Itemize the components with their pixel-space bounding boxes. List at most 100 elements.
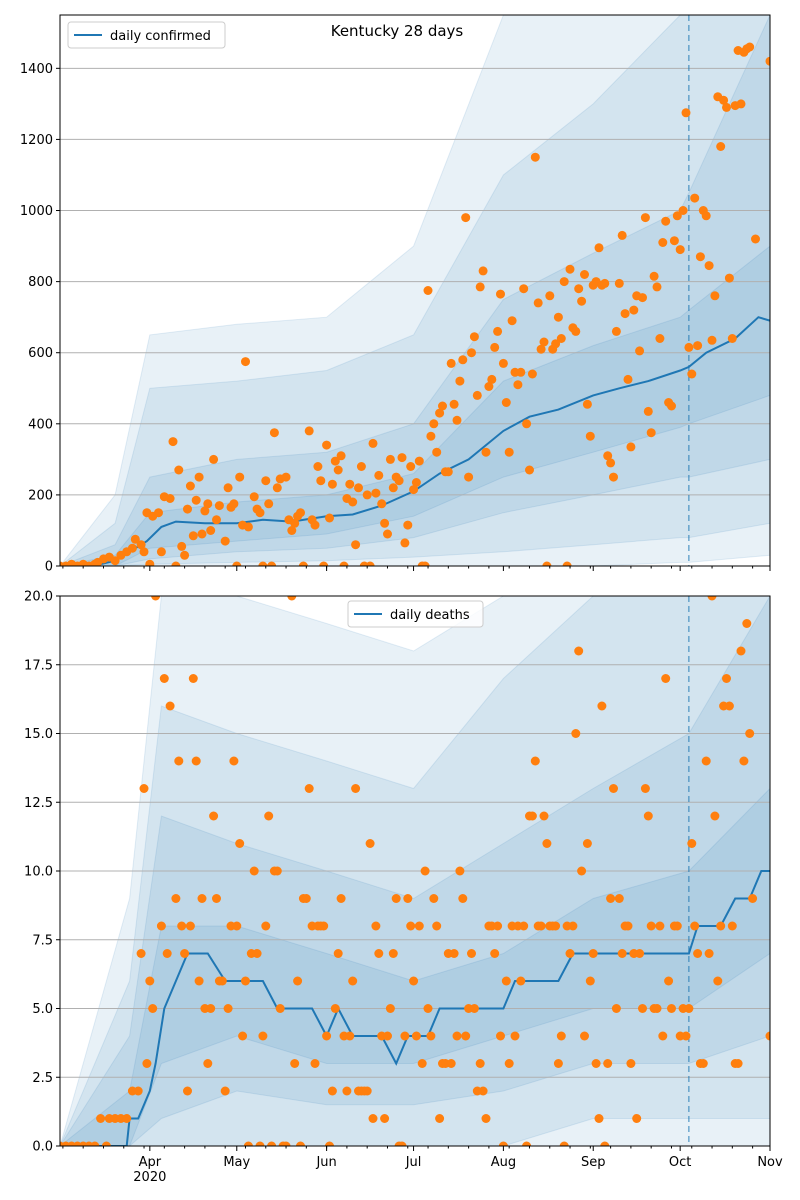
data-point — [327, 479, 337, 489]
data-point — [409, 485, 419, 495]
data-point — [209, 811, 219, 821]
data-point — [287, 596, 297, 601]
data-point — [194, 472, 204, 482]
data-point — [684, 1004, 694, 1013]
data-point — [736, 99, 746, 109]
data-point — [501, 398, 511, 407]
data-point — [411, 478, 421, 487]
data-point — [264, 811, 274, 821]
data-point — [336, 451, 346, 461]
data-point — [374, 949, 384, 958]
data-point — [551, 339, 561, 349]
data-point — [443, 467, 453, 477]
x-tick-label: Apr — [139, 1155, 162, 1170]
data-point — [409, 976, 419, 986]
data-point — [339, 561, 349, 566]
data-point — [565, 264, 575, 274]
data-point — [255, 1141, 265, 1146]
data-point — [487, 374, 497, 384]
data-point — [562, 561, 572, 566]
data-point — [368, 1114, 378, 1123]
y-tick-label: 400 — [28, 417, 53, 432]
data-point — [272, 483, 282, 493]
data-point — [394, 476, 404, 486]
data-point — [281, 472, 291, 482]
data-point — [397, 453, 407, 463]
y-tick-label: 12.5 — [24, 796, 53, 811]
data-point — [220, 536, 230, 546]
data-point — [519, 284, 529, 294]
data-point — [669, 236, 679, 246]
data-point — [432, 921, 442, 931]
data-point — [249, 492, 259, 502]
data-point — [472, 390, 482, 400]
data-point — [293, 976, 303, 986]
data-point — [588, 949, 598, 958]
data-point — [145, 559, 155, 566]
legend-label: daily confirmed — [110, 29, 211, 44]
data-point — [414, 921, 424, 931]
data-point — [348, 497, 358, 507]
data-point — [319, 561, 329, 566]
data-point — [661, 674, 671, 683]
data-point — [420, 561, 430, 566]
data-point — [391, 894, 401, 903]
data-point — [217, 976, 227, 986]
data-point — [484, 382, 494, 391]
data-point — [388, 949, 398, 958]
data-point — [96, 1114, 106, 1123]
data-point — [551, 921, 561, 931]
data-point — [435, 1114, 445, 1123]
uncertainty-band — [60, 15, 770, 566]
data-point — [452, 415, 462, 425]
data-point — [168, 437, 178, 447]
data-point — [490, 949, 500, 958]
data-point — [267, 561, 277, 566]
data-point — [675, 245, 685, 255]
data-point — [603, 1059, 613, 1068]
data-point — [493, 921, 503, 931]
data-point — [209, 454, 219, 464]
data-point — [101, 1141, 111, 1146]
data-point — [681, 108, 691, 118]
data-point — [403, 520, 413, 530]
data-point — [545, 291, 555, 301]
data-point — [206, 1004, 216, 1013]
data-point — [716, 142, 726, 151]
data-point — [522, 1141, 532, 1146]
data-point — [516, 367, 526, 377]
data-point — [553, 1059, 563, 1068]
data-point — [122, 1114, 132, 1123]
data-point — [597, 701, 607, 711]
data-point — [591, 1059, 601, 1068]
data-point — [232, 921, 242, 931]
data-point — [609, 472, 618, 482]
data-point — [177, 921, 187, 931]
data-point — [687, 839, 697, 848]
data-point — [640, 213, 650, 223]
data-point — [469, 1004, 479, 1013]
data-point — [490, 342, 500, 352]
data-point — [238, 1031, 248, 1041]
data-point — [716, 921, 726, 931]
data-point — [684, 342, 694, 352]
y-tick-label: 17.5 — [24, 658, 53, 673]
data-point — [629, 305, 639, 315]
data-point — [672, 211, 682, 221]
data-point — [423, 1004, 433, 1013]
data-point — [345, 479, 355, 489]
data-point — [249, 866, 259, 876]
data-point — [510, 1031, 520, 1041]
data-point — [185, 481, 195, 491]
data-point — [600, 1141, 610, 1146]
data-point — [614, 894, 624, 903]
data-point — [556, 334, 566, 343]
data-point — [180, 949, 190, 958]
data-point — [461, 1031, 471, 1041]
data-point — [400, 538, 410, 548]
data-point — [281, 1141, 291, 1146]
data-point — [188, 674, 198, 683]
data-point — [145, 976, 155, 986]
data-point — [481, 447, 491, 457]
